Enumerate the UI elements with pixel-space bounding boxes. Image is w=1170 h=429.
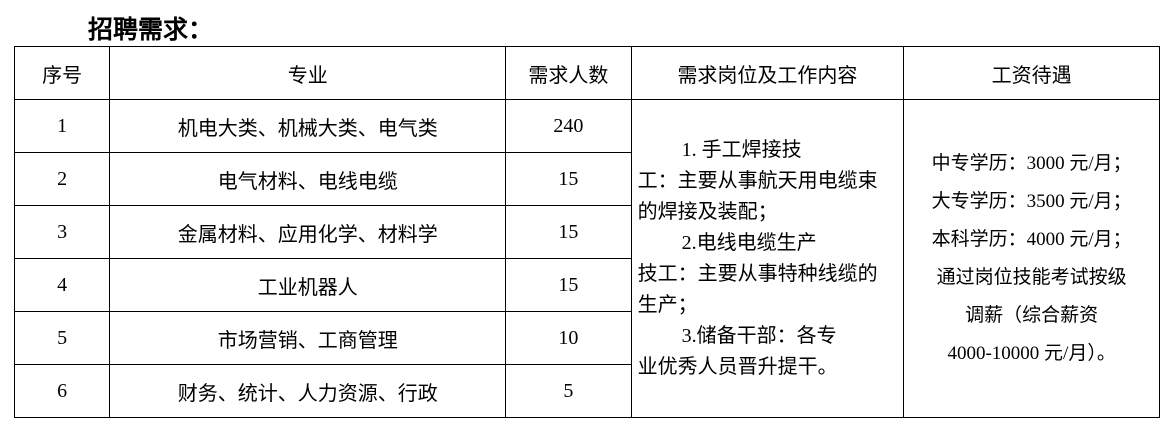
row-major: 电气材料、电线电缆 xyxy=(109,152,507,206)
wage-line: 调薪（综合薪资 xyxy=(965,304,1099,326)
wage-line: 4000-10000 元/月）。 xyxy=(947,342,1116,364)
duty-3-rest: 业优秀人员晋升提干。 xyxy=(637,355,838,378)
table-row: 6 财务、统计、人力资源、行政 5 xyxy=(13,364,1160,418)
row-count: 15 xyxy=(505,205,632,259)
header-wage: 工资待遇 xyxy=(903,46,1160,100)
wage-line: 中专学历：3000 元/月； xyxy=(931,152,1132,174)
table-row: 5 市场营销、工商管理 10 xyxy=(13,311,1160,365)
row-no: 2 xyxy=(13,152,111,206)
header-count: 需求人数 xyxy=(505,46,632,100)
row-no: 1 xyxy=(13,99,111,153)
row-count: 5 xyxy=(505,364,632,418)
row-no: 6 xyxy=(13,364,111,418)
wage-line: 通过岗位技能考试按级 xyxy=(936,266,1127,288)
row-major: 工业机器人 xyxy=(109,258,507,312)
row-major: 机电大类、机械大类、电气类 xyxy=(109,99,507,153)
duty-3-head: 3.储备干部：各专 xyxy=(681,324,837,347)
row-count: 10 xyxy=(505,311,632,365)
header-no: 序号 xyxy=(13,46,111,100)
duties-cell: 1. 手工焊接技 工：主要从事航天用电缆束的焊接及装配； 2.电线电缆生产 技工… xyxy=(630,99,905,418)
wage-cell: 中专学历：3000 元/月； 大专学历：3500 元/月； 本科学历：4000 … xyxy=(903,99,1160,418)
row-no: 4 xyxy=(13,258,111,312)
wage-line: 本科学历：4000 元/月； xyxy=(931,228,1132,250)
duty-2-rest: 技工：主要从事特种线缆的生产； xyxy=(637,262,878,316)
row-no: 3 xyxy=(13,205,111,259)
duty-1-head: 1. 手工焊接技 xyxy=(681,138,802,161)
table-header-row: 序号 专业 需求人数 需求岗位及工作内容 工资待遇 xyxy=(13,46,1160,100)
row-count: 15 xyxy=(505,152,632,206)
row-major: 财务、统计、人力资源、行政 xyxy=(109,364,507,418)
row-major: 金属材料、应用化学、材料学 xyxy=(109,205,507,259)
section-title: 招聘需求： xyxy=(88,17,214,44)
row-count: 15 xyxy=(505,258,632,312)
row-no: 5 xyxy=(13,311,111,365)
header-major: 专业 xyxy=(109,46,507,100)
duty-2-head: 2.电线电缆生产 xyxy=(681,231,817,254)
row-count: 240 xyxy=(505,99,632,153)
row-major: 市场营销、工商管理 xyxy=(109,311,507,365)
table-row: 3 金属材料、应用化学、材料学 15 xyxy=(13,205,1160,259)
header-duties: 需求岗位及工作内容 xyxy=(630,46,905,100)
table-row: 2 电气材料、电线电缆 15 xyxy=(13,152,1160,206)
table-row: 1 机电大类、机械大类、电气类 240 1. 手工焊接技 工：主要从事航天用电缆… xyxy=(13,99,1160,418)
wage-line: 大专学历：3500 元/月； xyxy=(931,190,1132,212)
recruitment-table: 序号 专业 需求人数 需求岗位及工作内容 工资待遇 1 机电大类、机械大类、电气… xyxy=(13,46,1160,418)
duty-1-rest: 工：主要从事航天用电缆束的焊接及装配； xyxy=(637,169,878,223)
